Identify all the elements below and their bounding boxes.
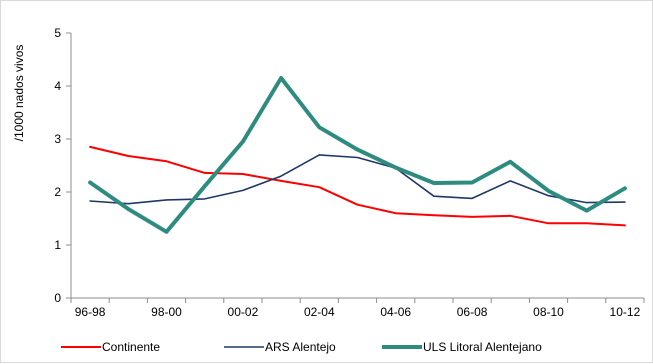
series-line-ars-alentejo: [89, 154, 626, 205]
legend-label: ARS Alentejo: [265, 340, 336, 354]
x-tick-label: 08-10: [533, 305, 564, 319]
y-tick-label: 1: [54, 238, 61, 252]
y-tick-label: 0: [54, 291, 61, 305]
y-tick-label: 5: [54, 26, 61, 40]
y-tick-label: 2: [54, 185, 61, 199]
y-tick-label: 4: [54, 79, 61, 93]
legend-label: Continente: [102, 340, 160, 354]
x-tick-label: 00-02: [228, 305, 259, 319]
x-tick-label: 06-08: [457, 305, 488, 319]
series-line-continente: [89, 145, 626, 227]
y-axis-title: /1000 nados vivos: [12, 45, 26, 142]
y-tick-label: 3: [54, 132, 61, 146]
x-tick-label: 04-06: [380, 305, 411, 319]
x-tick-label: 98-00: [151, 305, 182, 319]
legend-label: ULS Litoral Alentejano: [423, 340, 542, 354]
series-line-uls-litoral-alentejano: [88, 76, 627, 234]
x-tick-label: 02-04: [304, 305, 335, 319]
x-tick-label: 96-98: [75, 305, 106, 319]
x-tick-label: 10-12: [610, 305, 641, 319]
